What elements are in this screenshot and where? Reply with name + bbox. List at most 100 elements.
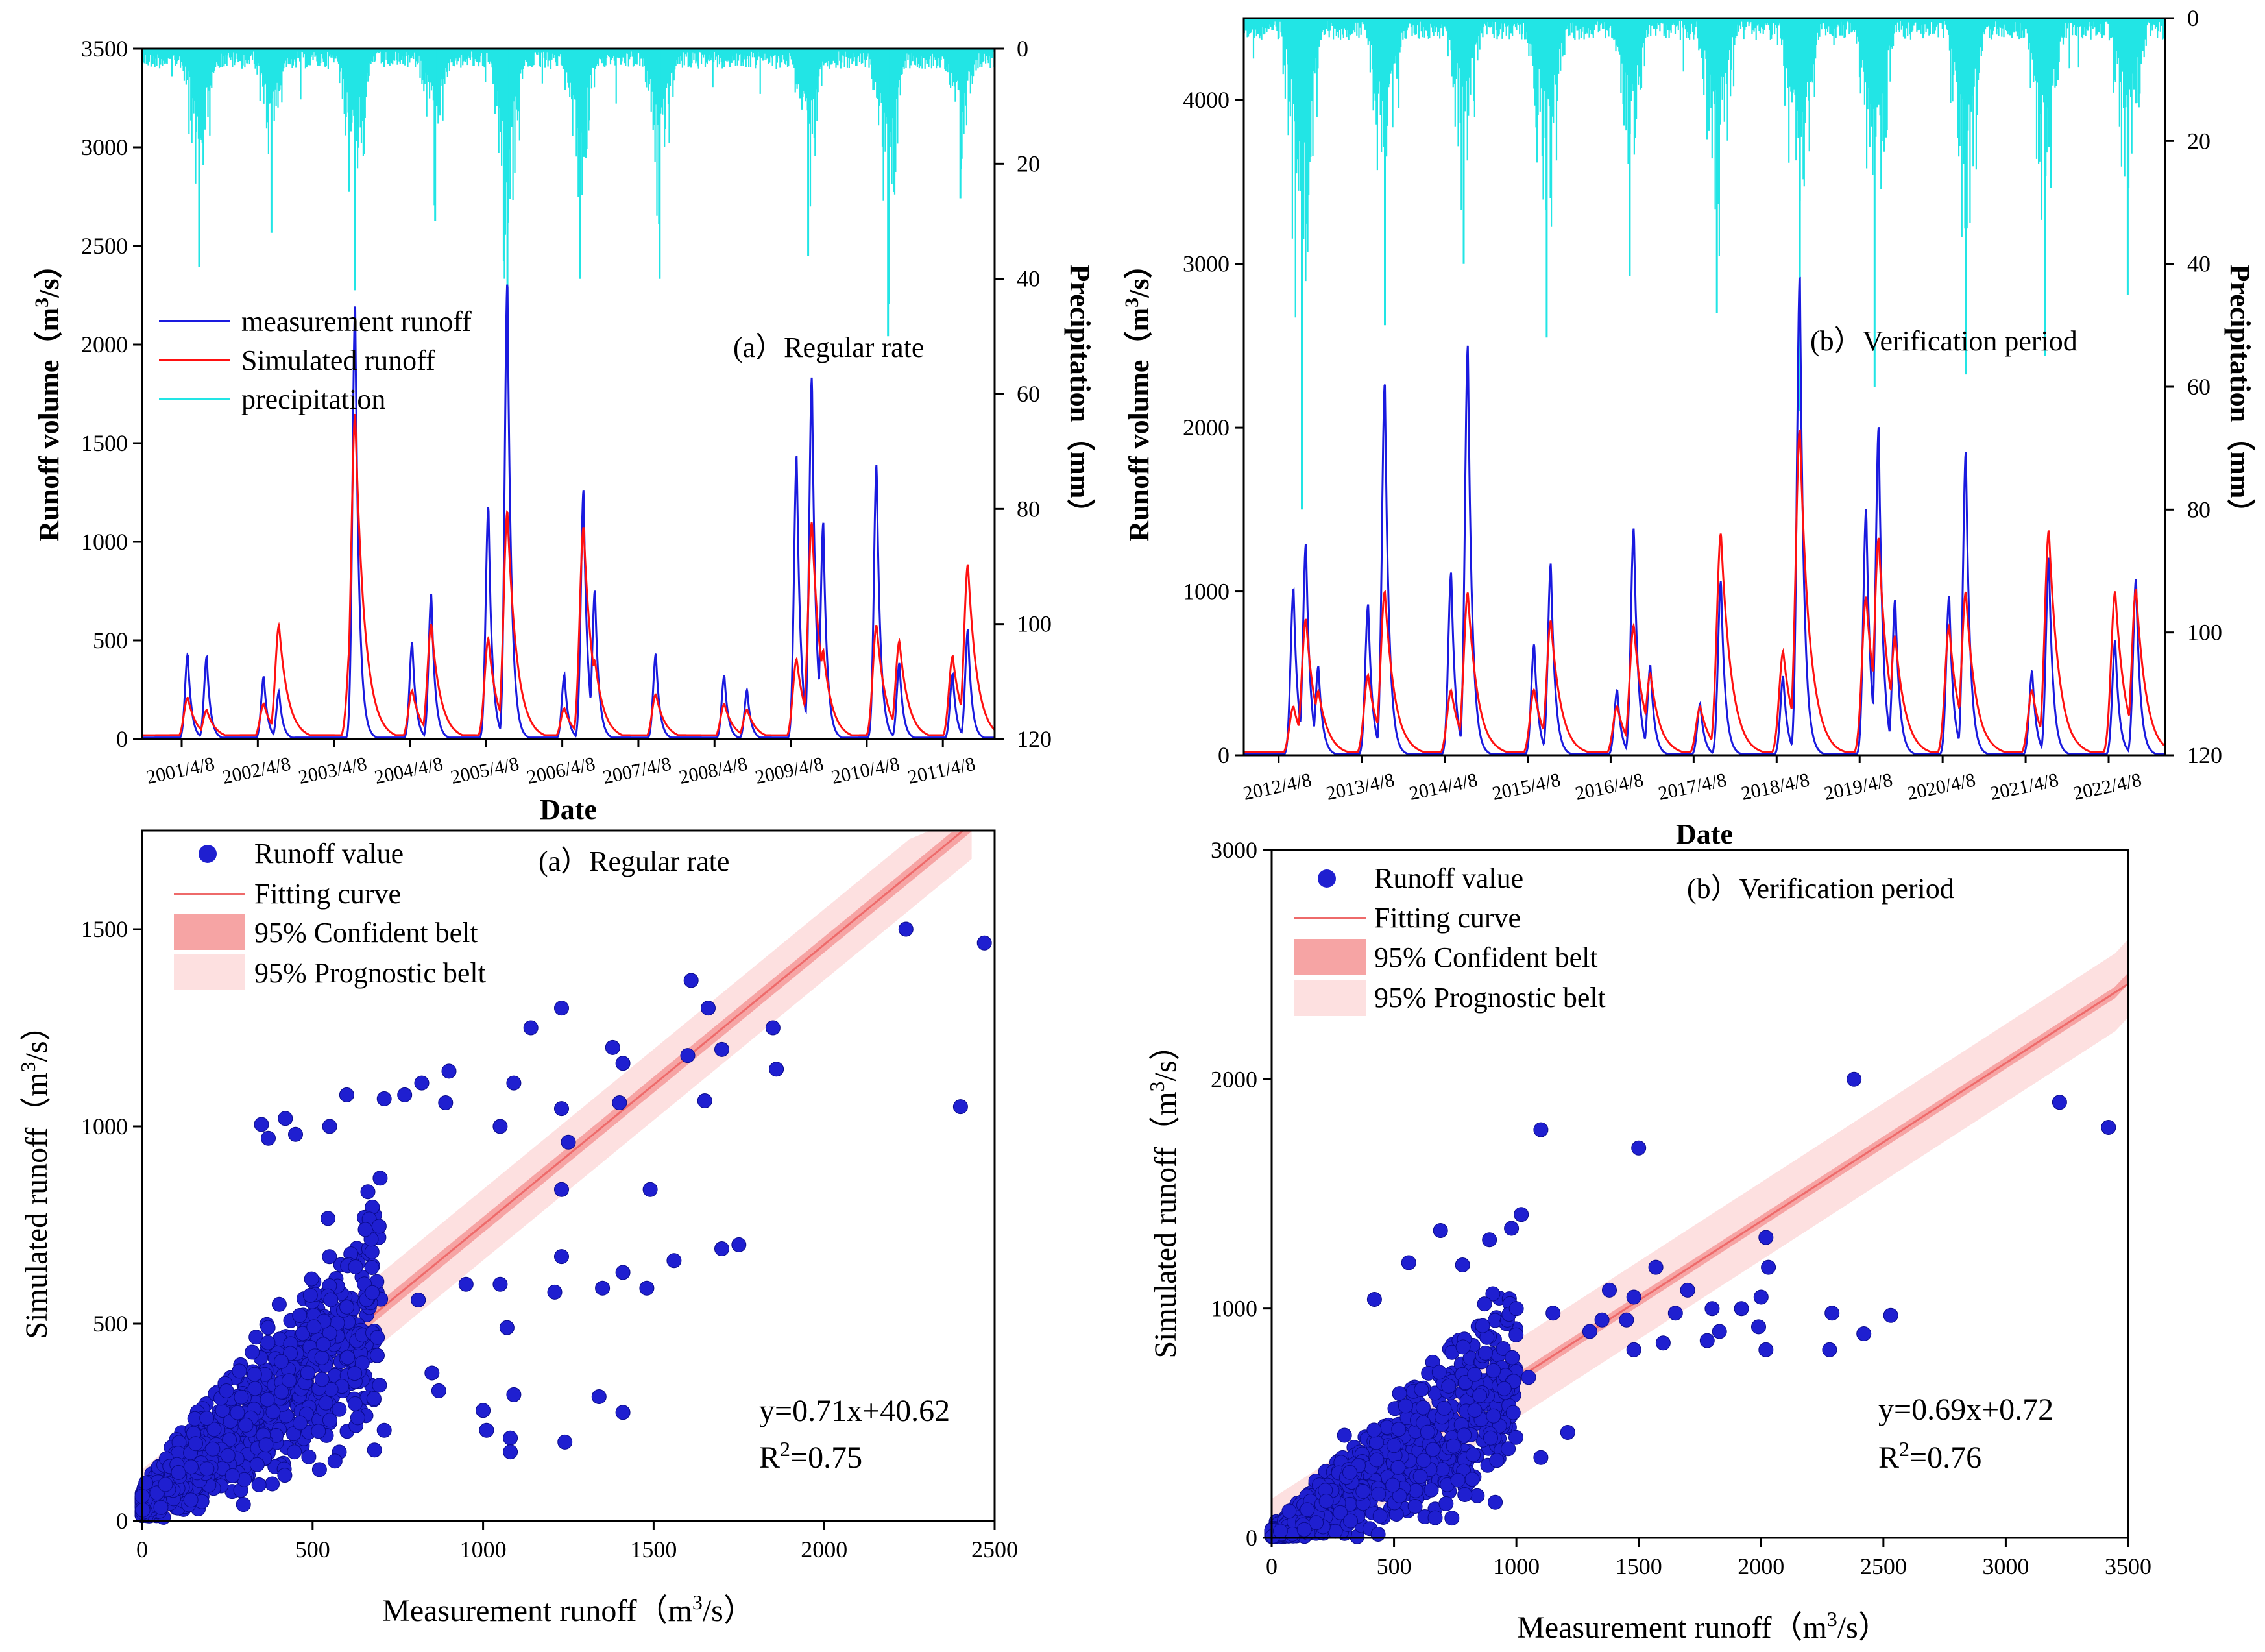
legend-label-confident-belt: 95% Confident belt: [1374, 941, 1598, 973]
runoff-point: [697, 1093, 712, 1108]
y-tick-label: 500: [93, 627, 128, 653]
y-axis-title: Runoff volume（m3/s）: [31, 250, 66, 542]
runoff-point: [245, 1344, 260, 1360]
runoff-point: [318, 1395, 333, 1411]
runoff-point: [1626, 1342, 1641, 1357]
runoff-point: [1467, 1367, 1483, 1382]
runoff-point: [301, 1449, 317, 1464]
runoff-point: [224, 1468, 240, 1483]
runoff-point: [680, 1048, 696, 1063]
runoff-point: [414, 1075, 430, 1091]
runoff-point: [1602, 1282, 1617, 1298]
y-tick-label: 2000: [1211, 1066, 1257, 1092]
runoff-point: [222, 1432, 237, 1448]
runoff-point: [1753, 1289, 1769, 1305]
runoff-point: [205, 1441, 221, 1457]
runoff-point: [1407, 1499, 1423, 1514]
runoff-point: [1464, 1472, 1480, 1487]
runoff-point: [1619, 1312, 1634, 1328]
panel-title: (b）Verification period: [1810, 325, 2077, 357]
runoff-point: [1318, 1494, 1334, 1509]
runoff-point: [506, 1387, 522, 1402]
runoff-point: [1824, 1306, 1840, 1321]
runoff-point: [251, 1477, 267, 1492]
y2-tick-label: 40: [1017, 266, 1040, 292]
runoff-point: [1368, 1435, 1384, 1450]
x-axis-ticks: 0 500 1000 1500 2000 2500 3000 3500: [1266, 1538, 2151, 1579]
runoff-point: [234, 1389, 249, 1405]
runoff-point: [199, 1461, 215, 1477]
legend-swatch-prognostic-belt: [174, 954, 245, 990]
runoff-point: [1470, 1488, 1485, 1503]
runoff-point: [1560, 1425, 1575, 1440]
runoff-point: [1496, 1381, 1512, 1396]
runoff-point: [1504, 1221, 1520, 1236]
runoff-point: [1508, 1301, 1524, 1317]
runoff-point: [595, 1280, 611, 1296]
legend-label-measured: measurement runoff: [241, 306, 472, 337]
y-tick-label: 2500: [81, 233, 128, 259]
runoff-point: [311, 1424, 326, 1439]
runoff-point: [1521, 1370, 1536, 1385]
y2-axis-ticks: 0 20 40 60 80 100 120: [995, 36, 1052, 752]
runoff-point: [327, 1453, 343, 1469]
y-axis-ticks: 0 500 1000 1500: [81, 916, 142, 1534]
runoff-point: [1475, 1318, 1490, 1333]
runoff-point: [350, 1410, 365, 1426]
runoff-point: [499, 1320, 515, 1335]
runoff-point: [1467, 1403, 1483, 1418]
legend-label-prognostic-belt: 95% Prognostic belt: [1374, 982, 1606, 1014]
runoff-point: [1370, 1527, 1386, 1542]
runoff-point: [1401, 1255, 1416, 1270]
runoff-point: [476, 1403, 491, 1418]
runoff-point: [286, 1426, 301, 1442]
runoff-point: [1486, 1363, 1501, 1378]
legend-swatch-confident-belt: [1294, 939, 1366, 975]
runoff-point: [1486, 1408, 1501, 1424]
runoff-point: [1734, 1301, 1749, 1317]
runoff-point: [184, 1459, 199, 1475]
x-axis-title: Measurement runoff（m3/s）: [382, 1590, 755, 1628]
runoff-point: [547, 1284, 563, 1300]
plot-frame: [141, 829, 996, 1522]
y-tick-label: 0: [116, 1508, 128, 1534]
panel-title: (a）Regular rate: [733, 332, 924, 363]
runoff-point: [322, 1249, 337, 1265]
y-tick-label: 1000: [81, 529, 128, 555]
runoff-point: [2052, 1095, 2067, 1110]
runoff-point: [1533, 1122, 1549, 1137]
runoff-point: [424, 1365, 440, 1381]
runoff-point: [1699, 1333, 1715, 1348]
runoff-point: [1433, 1223, 1448, 1238]
runoff-point: [238, 1417, 254, 1433]
runoff-point: [1392, 1386, 1407, 1402]
x-axis-title: Date: [1676, 818, 1733, 850]
runoff-point: [615, 1056, 631, 1071]
runoff-point: [278, 1111, 293, 1126]
runoff-point: [503, 1444, 518, 1460]
runoff-point: [287, 1444, 302, 1460]
runoff-point: [1355, 1483, 1371, 1499]
simulated-runoff-line: [1244, 429, 2166, 753]
runoff-point: [1441, 1378, 1457, 1394]
runoff-point: [360, 1184, 376, 1200]
runoff-point: [1337, 1427, 1352, 1443]
runoff-point: [258, 1437, 274, 1453]
runoff-point: [1333, 1505, 1348, 1520]
y2-tick-label: 60: [2187, 374, 2210, 400]
runoff-point: [554, 1182, 569, 1197]
runoff-point: [366, 1391, 382, 1406]
runoff-point: [1472, 1388, 1488, 1403]
x-axis-ticks: 0 500 1000 1500 2000 2500: [136, 1521, 1018, 1562]
y2-axis-title: Precipitation（mm）: [1064, 265, 1096, 528]
runoff-point: [1847, 1071, 1862, 1087]
runoff-point: [153, 1500, 169, 1515]
runoff-point: [612, 1095, 627, 1110]
runoff-point: [714, 1241, 729, 1256]
runoff-point: [1391, 1422, 1407, 1437]
simulated-runoff-line: [142, 413, 996, 736]
y-tick-label: 3500: [81, 36, 128, 62]
runoff-point: [1392, 1488, 1407, 1503]
runoff-point: [293, 1415, 308, 1431]
r-squared: R2=0.76: [1878, 1437, 1981, 1475]
